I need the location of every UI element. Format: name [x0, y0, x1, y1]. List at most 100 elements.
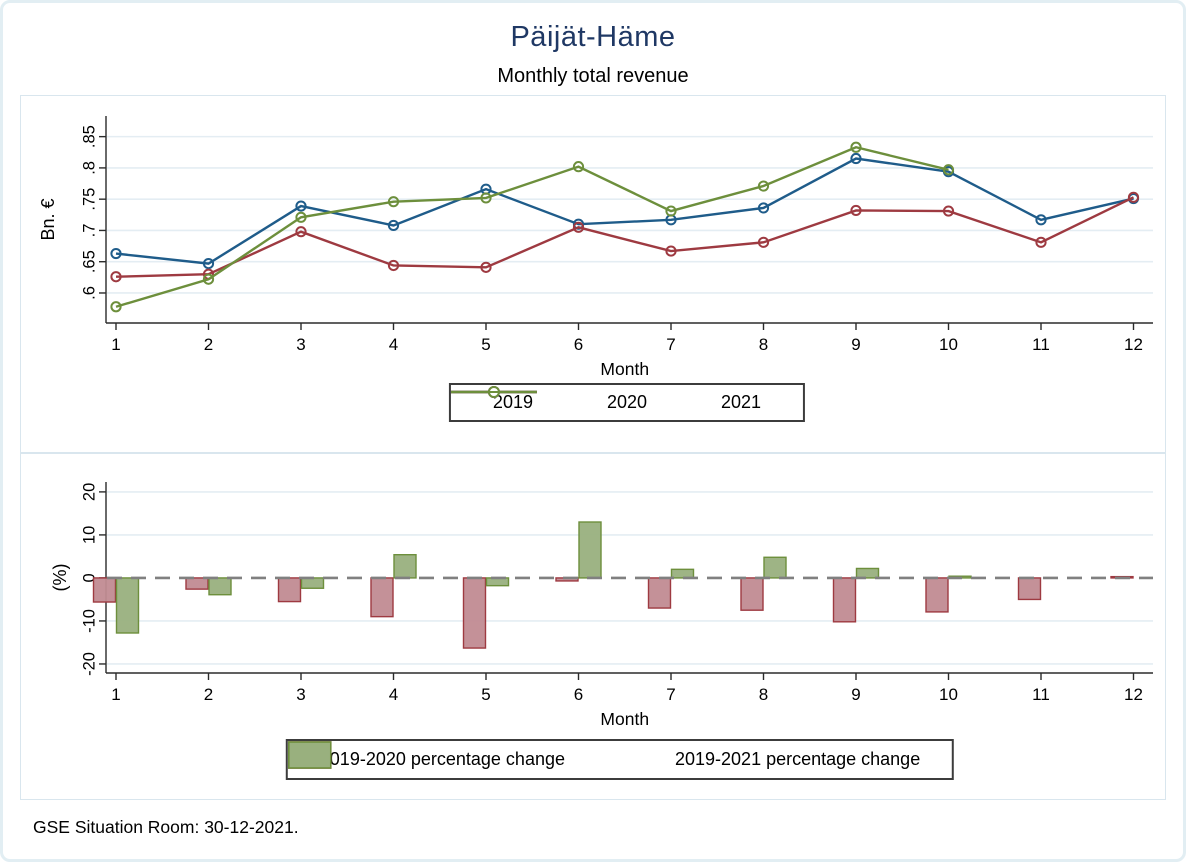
series-marker-2020 [1127, 191, 1140, 203]
x-tick-label: 4 [389, 685, 398, 704]
bar-2019-2020-month-9 [832, 577, 857, 623]
y-tick-label: -10 [80, 609, 98, 633]
x-tick-label: 11 [1032, 335, 1050, 354]
series-line-2021 [115, 146, 949, 308]
legend-item-2020: 2020 [450, 386, 648, 413]
series-marker-2019 [295, 200, 307, 212]
series-line-2019 [115, 157, 1134, 265]
series-marker-2021 [387, 196, 400, 208]
x-tick-label: 1 [111, 685, 120, 704]
legend-label-2020: 2020 [606, 392, 648, 412]
series-marker-2020 [295, 226, 307, 238]
x-tick-label: 3 [296, 685, 305, 704]
bar-2019-2021-month-8 [763, 556, 787, 579]
x-tick-label: 10 [939, 685, 958, 704]
series-marker-2019 [757, 202, 770, 214]
footer-note: GSE Situation Room: 30-12-2021. [33, 817, 299, 837]
series-marker-2021 [110, 301, 122, 313]
y-tick-label: .6 [80, 286, 98, 300]
bar-2019-2021-month-2 [208, 577, 232, 596]
bar-2019-2020-month-2 [185, 577, 209, 590]
legend-bar-swatch-2019-2021 [287, 741, 332, 769]
x-tick-label: 7 [666, 685, 675, 704]
bar-2019-2020-month-8 [740, 577, 764, 611]
series-marker-2021 [572, 161, 585, 173]
bar-2019-2020-month-10 [925, 577, 949, 613]
pct-change-bar-chart-panel: 20 10 0 -10 -20 (%) 1 2 3 4 5 6 7 8 9 10 11 12 Month 2019-… [20, 453, 1166, 800]
y-tick-label: 10 [80, 526, 98, 544]
x-tick-label: 3 [296, 335, 305, 354]
series-marker-2020 [942, 205, 955, 217]
x-tick-label: 12 [1124, 335, 1143, 354]
series-marker-2021 [295, 211, 307, 223]
x-tick-label: 2 [204, 335, 213, 354]
series-marker-2021 [480, 192, 492, 204]
x-tick-label: 2 [204, 685, 213, 704]
x-tick-label: 9 [851, 335, 860, 354]
y-tick-label: 0 [80, 573, 98, 582]
y-tick-label: .65 [80, 250, 98, 273]
series-marker-2020 [1035, 236, 1047, 248]
legend-label-2019-2020-change: 2019-2020 percentage change [319, 749, 565, 769]
legend-label-2019: 2019 [492, 392, 533, 412]
series-marker-2020 [480, 261, 492, 273]
x-tick-label: 1 [111, 335, 120, 354]
x-tick-label: 6 [574, 685, 583, 704]
series-marker-2021 [850, 141, 862, 153]
bar-2019-2020-month-3 [277, 577, 302, 603]
y-tick-label: .75 [80, 188, 98, 211]
series-marker-2020 [665, 245, 677, 257]
series-marker-2021 [665, 205, 677, 217]
series-marker-2020 [387, 259, 400, 272]
y-tick-label: 20 [80, 483, 98, 501]
graph-subtitle: Monthly total revenue [497, 65, 689, 87]
x-tick-label: 5 [481, 685, 490, 704]
series-marker-2019 [110, 247, 122, 260]
y-tick-label: .85 [80, 125, 98, 148]
series-marker-2019 [1035, 214, 1047, 226]
series-marker-2019 [850, 152, 862, 165]
x-tick-label: 8 [759, 685, 768, 704]
bar-2019-2021-month-9 [855, 567, 880, 579]
series-marker-2019 [387, 219, 400, 232]
series-marker-2020 [110, 271, 122, 283]
y-axis-title: (%) [50, 564, 70, 592]
x-tick-label: 5 [481, 335, 490, 354]
series-marker-2020 [572, 221, 585, 233]
series-marker-2021 [942, 164, 955, 176]
legend-item-2021: 2021 [450, 386, 761, 413]
bar-2019-2021-month-6 [578, 521, 602, 579]
legend-item-2019-2021-change: 2019-2021 percentage change [287, 741, 920, 770]
bar-2019-2020-month-4 [370, 577, 394, 618]
x-axis-title: Month [600, 709, 649, 729]
x-tick-label: 6 [574, 335, 583, 354]
x-tick-label: 8 [759, 335, 768, 354]
bar-2019-2020-month-5 [462, 577, 487, 649]
legend-item-2019-2020-change: 2019-2020 percentage change [287, 741, 565, 770]
x-axis-title: Month [600, 359, 649, 379]
series-marker-2021 [202, 273, 215, 285]
bar-2019-2020-month-11 [1017, 577, 1042, 601]
y-tick-label: .8 [80, 161, 98, 175]
y-tick-label: -20 [80, 652, 98, 676]
bar-2019-2020-month-7 [647, 577, 672, 609]
x-tick-label: 7 [666, 335, 675, 354]
bar-legend: 2019-2020 percentage change 2019-2021 pe… [285, 739, 955, 780]
y-axis-title: Bn. € [38, 198, 58, 240]
bar-2019-2021-month-7 [670, 568, 695, 579]
x-tick-label: 12 [1124, 685, 1143, 704]
x-tick-label: 11 [1032, 685, 1050, 704]
series-marker-2021 [757, 180, 770, 192]
bar-2019-2021-month-1 [115, 577, 140, 634]
y-tick-label: .7 [80, 224, 98, 238]
bar-2019-2021-month-3 [300, 577, 325, 589]
graph-title: Päijät-Häme [510, 21, 676, 53]
revenue-line-chart-panel: .6.65.7.75.8.85 Bn. €1 2 3 4 5 6 7 8 9 10 11 12 Month… [20, 95, 1166, 453]
legend-line-swatch-2021 [450, 386, 537, 398]
x-tick-label: 9 [851, 685, 860, 704]
series-marker-2020 [757, 236, 770, 248]
x-tick-label: 10 [939, 335, 958, 354]
series-marker-2020 [850, 204, 862, 217]
